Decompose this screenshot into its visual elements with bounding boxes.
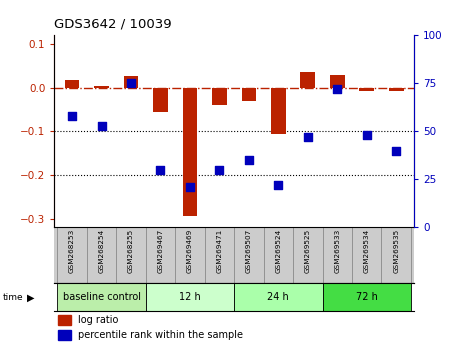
Point bbox=[304, 134, 312, 140]
Bar bbox=[146, 284, 234, 312]
Bar bbox=[271, 88, 286, 133]
Bar bbox=[300, 73, 315, 88]
Text: GSM268255: GSM268255 bbox=[128, 229, 134, 273]
Bar bbox=[58, 330, 70, 340]
Text: GSM269534: GSM269534 bbox=[364, 229, 370, 273]
Text: GSM269525: GSM269525 bbox=[305, 229, 311, 273]
Bar bbox=[323, 284, 411, 312]
Point bbox=[274, 182, 282, 188]
Text: percentile rank within the sample: percentile rank within the sample bbox=[78, 330, 243, 340]
Text: 72 h: 72 h bbox=[356, 292, 377, 302]
Text: 24 h: 24 h bbox=[267, 292, 289, 302]
Point bbox=[98, 123, 105, 129]
Bar bbox=[330, 75, 345, 88]
Point bbox=[127, 81, 135, 86]
Bar bbox=[389, 88, 403, 91]
Text: GSM269507: GSM269507 bbox=[246, 229, 252, 273]
Text: GSM268253: GSM268253 bbox=[69, 229, 75, 273]
Text: GSM269535: GSM269535 bbox=[393, 229, 399, 273]
Text: GSM269524: GSM269524 bbox=[275, 229, 281, 273]
Text: GDS3642 / 10039: GDS3642 / 10039 bbox=[54, 17, 172, 30]
Point bbox=[157, 167, 164, 173]
Bar bbox=[94, 86, 109, 88]
Text: GSM268254: GSM268254 bbox=[98, 229, 105, 273]
Bar bbox=[212, 88, 227, 105]
Text: GSM269467: GSM269467 bbox=[158, 229, 164, 273]
Point bbox=[245, 158, 253, 163]
Point bbox=[186, 184, 194, 190]
Bar bbox=[183, 88, 197, 217]
Bar bbox=[57, 284, 146, 312]
Bar bbox=[123, 75, 139, 88]
Text: 12 h: 12 h bbox=[179, 292, 201, 302]
Bar bbox=[242, 88, 256, 101]
Bar bbox=[65, 80, 79, 88]
Text: GSM269471: GSM269471 bbox=[217, 229, 222, 273]
Point bbox=[333, 86, 341, 92]
Text: log ratio: log ratio bbox=[78, 315, 118, 325]
Point bbox=[363, 132, 370, 138]
Bar bbox=[153, 88, 168, 112]
Text: baseline control: baseline control bbox=[62, 292, 140, 302]
Point bbox=[216, 167, 223, 173]
Text: time: time bbox=[2, 293, 23, 302]
Point bbox=[68, 113, 76, 119]
Text: ▶: ▶ bbox=[27, 292, 35, 302]
Bar bbox=[58, 315, 70, 325]
Point bbox=[393, 148, 400, 153]
Text: GSM269533: GSM269533 bbox=[334, 229, 340, 273]
Bar bbox=[234, 284, 323, 312]
Text: GSM269469: GSM269469 bbox=[187, 229, 193, 273]
Bar bbox=[359, 88, 374, 91]
